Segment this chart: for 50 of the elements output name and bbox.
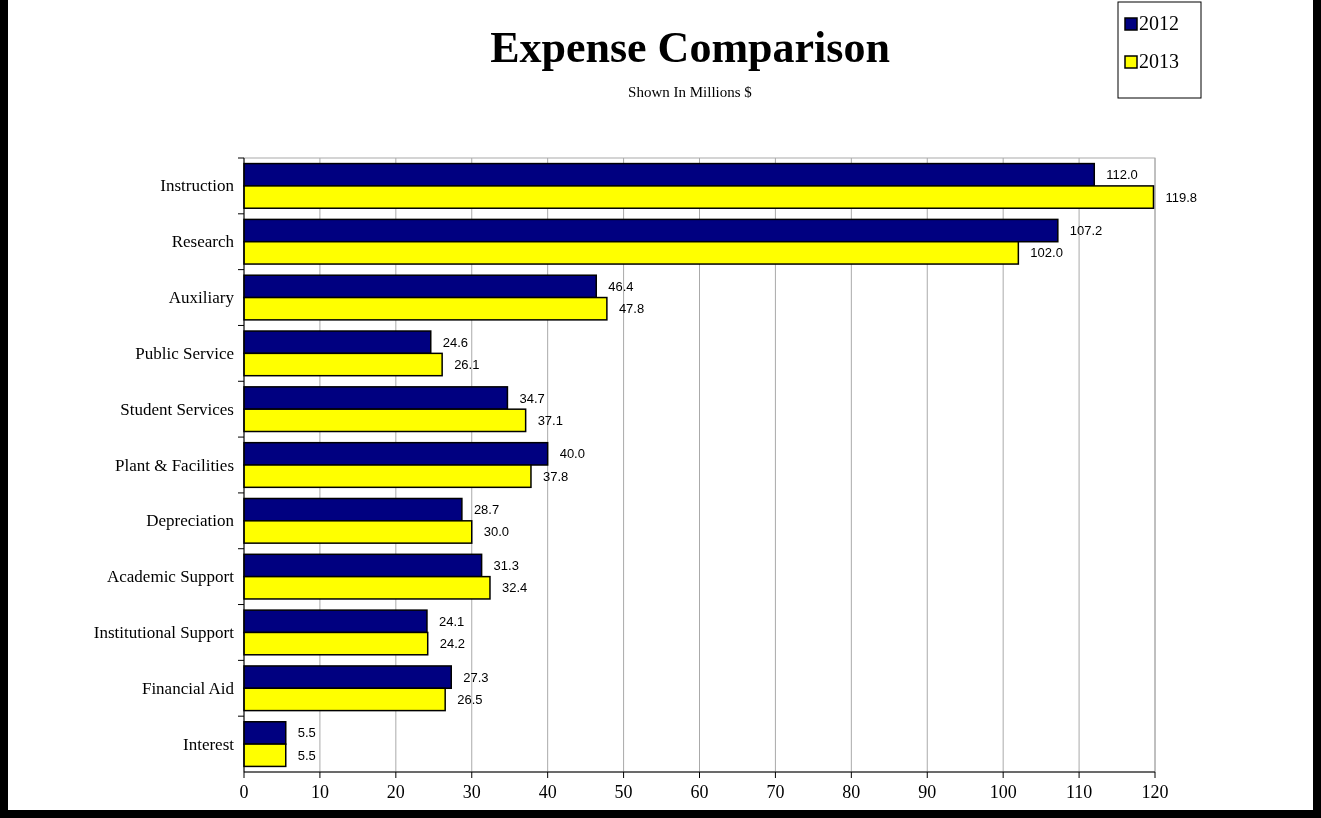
y-tick-label: Academic Support <box>107 567 235 587</box>
legend-label: 2013 <box>1139 50 1179 72</box>
data-label: 5.5 <box>297 725 316 741</box>
y-tick-label: Plant & Facilities <box>115 455 234 475</box>
y-tick-label: Interest <box>183 734 235 754</box>
data-label: 37.1 <box>537 412 563 428</box>
data-label: 34.7 <box>519 390 545 406</box>
y-tick-label: Financial Aid <box>141 678 235 698</box>
data-label: 32.4 <box>501 580 528 596</box>
x-tick-label: 110 <box>1065 782 1093 802</box>
data-label: 107.2 <box>1069 223 1103 239</box>
data-label: 26.5 <box>457 691 483 707</box>
data-label: 24.2 <box>439 636 466 652</box>
y-tick-label: Institutional Support <box>93 622 235 642</box>
data-label: 31.3 <box>493 557 519 573</box>
y-tick-label: Student Services <box>120 399 234 419</box>
x-tick-label: 100 <box>989 782 1017 802</box>
data-label: 24.6 <box>442 334 469 350</box>
x-tick-label: 70 <box>766 782 785 802</box>
data-label: 27.3 <box>463 669 489 685</box>
data-label: 26.1 <box>454 357 480 373</box>
x-tick-label: 30 <box>462 782 481 802</box>
y-tick-label: Public Service <box>135 343 234 363</box>
data-label: 40.0 <box>559 446 585 462</box>
x-tick-label: 40 <box>538 782 557 802</box>
y-tick-label: Auxiliary <box>168 288 235 308</box>
chart-title: Expense Comparison <box>490 23 890 72</box>
data-label: 30.0 <box>483 524 510 540</box>
x-tick-label: 80 <box>842 782 861 802</box>
x-tick-label: 60 <box>690 782 709 802</box>
x-tick-label: 10 <box>310 782 329 802</box>
x-tick-label: 50 <box>614 782 633 802</box>
data-label: 37.8 <box>542 468 569 484</box>
legend-label: 2012 <box>1139 12 1179 34</box>
x-tick-label: 120 <box>1141 782 1169 802</box>
x-tick-label: 90 <box>918 782 937 802</box>
data-label: 102.0 <box>1030 245 1063 261</box>
x-tick-label: 0 <box>239 782 249 802</box>
y-tick-label: Instruction <box>160 176 235 196</box>
chart-subtitle: Shown In Millions $ <box>628 84 753 100</box>
data-label: 47.8 <box>618 301 645 317</box>
data-label: 46.4 <box>608 278 634 294</box>
data-label: 5.5 <box>297 747 316 763</box>
data-label: 24.1 <box>438 613 465 629</box>
data-label: 119.8 <box>1165 189 1198 205</box>
data-label: 112.0 <box>1106 167 1138 183</box>
x-tick-label: 20 <box>386 782 405 802</box>
y-tick-label: Research <box>171 232 235 252</box>
y-tick-label: Depreciation <box>146 511 235 531</box>
data-label: 28.7 <box>473 502 500 518</box>
